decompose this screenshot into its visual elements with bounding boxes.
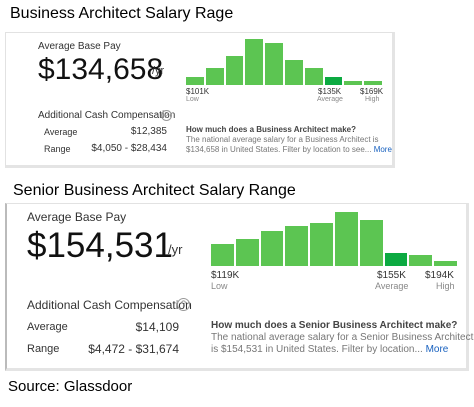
histogram-bar bbox=[245, 39, 264, 85]
additional-cash-label: Additional Cash Compensation bbox=[27, 298, 192, 312]
cash-range-value: $4,050 - $28,434 bbox=[91, 143, 167, 154]
axis-high-label: High bbox=[436, 281, 455, 291]
salary-description-text: is $154,531 in United States. Filter by … bbox=[211, 344, 423, 355]
avg-base-pay-label: Average Base Pay bbox=[27, 210, 127, 224]
cash-range-value: $4,472 - $31,674 bbox=[88, 342, 179, 356]
histogram-bar bbox=[310, 222, 333, 266]
salary-description-line2: $134,658 in United States. Filter by loc… bbox=[186, 145, 392, 154]
histogram-bar bbox=[434, 260, 457, 266]
axis-low-label: Low bbox=[211, 281, 228, 291]
help-icon[interactable]: ? bbox=[161, 110, 172, 121]
histogram-bar bbox=[260, 230, 284, 266]
help-icon[interactable]: ? bbox=[177, 298, 190, 311]
source-note: Source: Glassdoor bbox=[8, 378, 133, 395]
axis-low-label: Low bbox=[186, 96, 199, 103]
histogram-bar bbox=[211, 244, 234, 266]
salary-histogram bbox=[211, 212, 457, 266]
per-year-label: /yr bbox=[168, 242, 183, 257]
cash-average-label: Average bbox=[27, 321, 68, 333]
histogram-bar bbox=[384, 252, 408, 266]
salary-histogram bbox=[186, 39, 382, 85]
histogram-bar bbox=[364, 80, 382, 85]
cash-range-label: Range bbox=[27, 343, 60, 355]
business-architect-title: Business Architect Salary Rage bbox=[10, 5, 234, 22]
avg-base-pay-label: Average Base Pay bbox=[38, 41, 121, 52]
histogram-bar bbox=[324, 76, 343, 85]
avg-base-pay-value: $134,658 bbox=[38, 53, 164, 86]
salary-question: How much does a Senior Business Architec… bbox=[211, 320, 458, 331]
histogram-bar bbox=[186, 76, 204, 85]
salary-description-line1: The national average salary for a Senior… bbox=[211, 332, 474, 343]
histogram-bar bbox=[285, 225, 309, 266]
cash-range-label: Range bbox=[44, 144, 71, 154]
salary-description-line1: The national average salary for a Busine… bbox=[186, 135, 379, 144]
cash-average-value: $12,385 bbox=[130, 126, 167, 137]
cash-average-value: $14,109 bbox=[135, 320, 179, 334]
axis-average-value: $135K bbox=[318, 87, 342, 96]
axis-average-label: Average bbox=[317, 96, 343, 103]
salary-question: How much does a Business Architect make? bbox=[186, 125, 356, 134]
histogram-bar bbox=[359, 220, 383, 266]
more-link[interactable]: More bbox=[425, 344, 449, 355]
axis-average-label: Average bbox=[375, 281, 409, 291]
axis-low-value: $119K bbox=[211, 270, 240, 281]
axis-high-value: $169K bbox=[360, 87, 384, 96]
histogram-bar bbox=[235, 239, 259, 266]
axis-high-label: High bbox=[365, 96, 380, 103]
axis-high-value: $194K bbox=[425, 270, 454, 281]
salary-card-senior-business-architect: Average Base Pay $154,531 /yr Additional… bbox=[5, 203, 473, 371]
senior-business-architect-title: Senior Business Architect Salary Range bbox=[13, 182, 296, 199]
cash-average-label: Average bbox=[44, 127, 78, 137]
histogram-bar bbox=[409, 255, 433, 266]
histogram-bar bbox=[265, 43, 283, 85]
axis-average-value: $155K bbox=[377, 270, 406, 281]
more-link[interactable]: More bbox=[373, 145, 392, 154]
axis-low-value: $101K bbox=[186, 87, 210, 96]
salary-card-business-architect: Average Base Pay $134,658 /yr Additional… bbox=[5, 32, 395, 168]
additional-cash-label: Additional Cash Compensation bbox=[38, 110, 176, 121]
salary-description-text: $134,658 in United States. Filter by loc… bbox=[186, 145, 372, 154]
histogram-bar bbox=[285, 59, 303, 85]
histogram-bar bbox=[335, 212, 358, 266]
per-year-label: /yr bbox=[152, 65, 165, 77]
salary-description-line2: is $154,531 in United States. Filter by … bbox=[211, 344, 448, 355]
histogram-bar bbox=[225, 55, 244, 85]
histogram-bar bbox=[304, 68, 323, 85]
avg-base-pay-value: $154,531 bbox=[27, 226, 173, 265]
histogram-bar bbox=[205, 68, 224, 85]
histogram-bar bbox=[344, 80, 363, 85]
